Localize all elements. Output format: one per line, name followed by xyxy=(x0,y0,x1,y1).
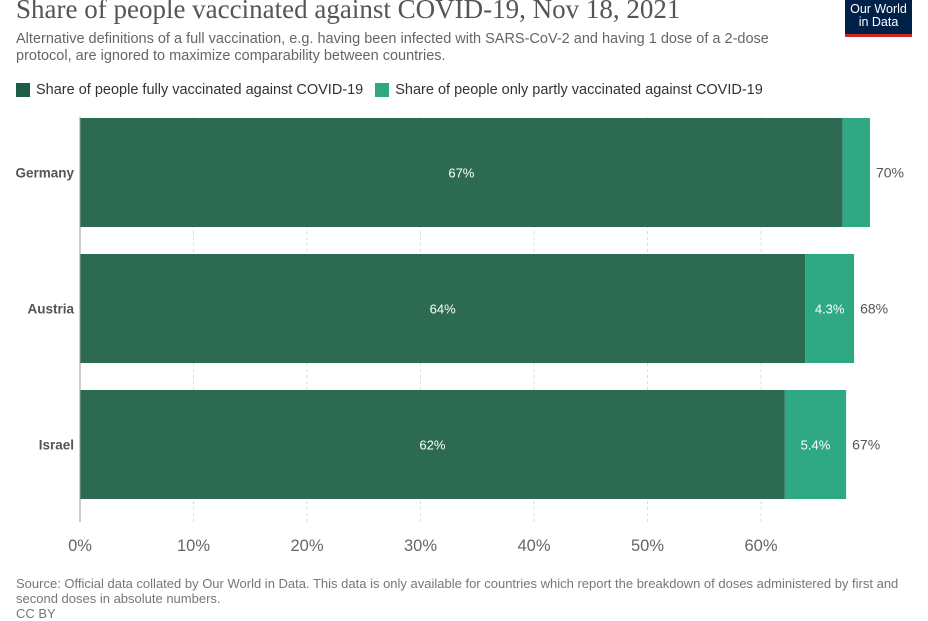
bar-israel-full[interactable] xyxy=(80,390,785,499)
source-note: Source: Official data collated by Our Wo… xyxy=(16,576,899,606)
chart-legend: Share of people fully vaccinated against… xyxy=(16,82,775,98)
legend-swatch-partial xyxy=(375,83,390,97)
x-tick-label-20: 20% xyxy=(290,537,323,555)
bar-germany-partial[interactable] xyxy=(842,118,870,227)
bar-austria-partial[interactable] xyxy=(805,254,855,363)
x-tick-label-50: 50% xyxy=(631,537,664,555)
bar-label-germany-full: 67% xyxy=(448,166,474,181)
total-label-austria: 68% xyxy=(860,301,888,317)
x-tick-label-60: 60% xyxy=(744,537,777,555)
legend-swatch-full xyxy=(16,83,30,97)
x-tick-label-30: 30% xyxy=(404,537,437,555)
category-label-austria: Austria xyxy=(27,302,74,317)
chart-title: Share of people vaccinated against COVID… xyxy=(16,0,681,24)
legend-label-full: Share of people fully vaccinated against… xyxy=(36,82,364,98)
x-tick-label-0: 0% xyxy=(68,537,92,555)
x-tick-label-10: 10% xyxy=(177,537,210,555)
total-label-israel: 67% xyxy=(852,437,880,453)
x-tick-label-40: 40% xyxy=(517,537,550,555)
legend-item-partial[interactable]: Share of people only partly vaccinated a… xyxy=(375,82,763,98)
category-label-germany: Germany xyxy=(15,166,74,181)
bar-label-austria-partial: 4.3% xyxy=(815,302,845,317)
total-label-germany: 70% xyxy=(876,165,904,181)
bar-label-israel-full: 62% xyxy=(419,438,445,453)
bar-label-austria-full: 64% xyxy=(430,302,456,317)
license-note: CC BY xyxy=(16,606,56,621)
bar-label-israel-partial: 5.4% xyxy=(801,438,831,453)
bar-israel-partial[interactable] xyxy=(784,390,847,499)
chart-footer: Source: Official data collated by Our Wo… xyxy=(16,576,916,621)
logo-line-2: in Data xyxy=(858,15,899,29)
chart-subtitle: Alternative definitions of a full vaccin… xyxy=(16,31,769,64)
legend-label-partial: Share of people only partly vaccinated a… xyxy=(395,82,763,98)
owid-logo[interactable]: Our World in Data xyxy=(845,0,912,37)
bar-austria-full[interactable] xyxy=(80,254,806,363)
category-label-israel: Israel xyxy=(39,438,74,453)
bar-germany-full[interactable] xyxy=(80,118,843,227)
logo-line-1: Our World xyxy=(850,2,907,16)
legend-item-full[interactable]: Share of people fully vaccinated against… xyxy=(16,82,363,98)
